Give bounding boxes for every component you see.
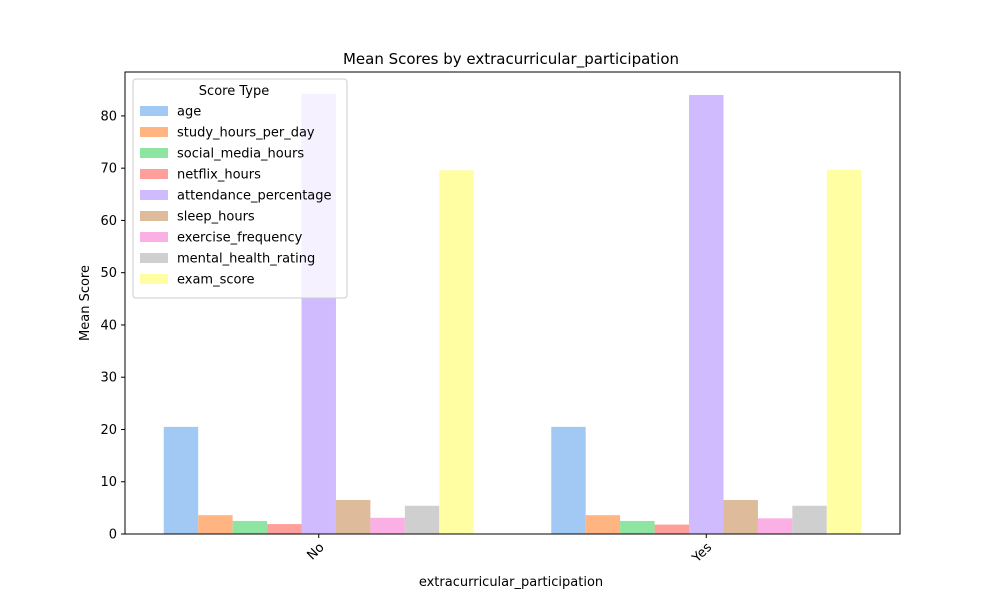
legend: Score Type age study_hours_per_day social_m… [132,78,348,299]
x-tick-label-yes: Yes [689,540,715,566]
legend-label-exercise_frequency: exercise_frequency [177,231,303,246]
x-tick-label-no: No [304,540,327,563]
legend-label-exam_score: exam_score [177,273,255,288]
legend-swatch-study_hours_per_day [140,127,168,137]
legend-label-sleep_hours: sleep_hours [177,210,255,225]
legend-label-age: age [177,105,201,120]
y-tick-label: 30 [100,371,117,386]
legend-swatch-age [140,106,168,116]
legend-swatch-mental_health_rating [140,253,168,263]
legend-swatch-social_media_hours [140,148,168,158]
bar-exam_score-yes [826,169,862,534]
legend-swatch-exam_score [140,274,168,284]
y-tick-label: 10 [100,475,117,490]
bar-sleep_hours-yes [723,500,758,534]
legend-swatch-attendance_percentage [140,190,168,200]
y-tick-label: 60 [100,214,117,229]
legend-label-study_hours_per_day: study_hours_per_day [177,126,315,141]
legend-label-attendance_percentage: attendance_percentage [177,189,332,204]
bar-attendance_percentage-yes [689,94,724,534]
y-tick-label: 70 [100,162,117,177]
y-tick-label: 0 [109,528,117,543]
bar-netflix_hours-no [267,524,302,534]
bar-study_hours_per_day-no [198,515,233,534]
bar-age-no [163,426,199,534]
bar-mental_health_rating-yes [792,505,827,534]
y-tick-label: 20 [100,423,117,438]
legend-box [132,78,348,299]
plot-frame [124,71,901,535]
legend-label-mental_health_rating: mental_health_rating [177,252,315,267]
chart-title: Mean Scores by extracurricular_participa… [343,50,679,69]
legend-label-netflix_hours: netflix_hours [177,168,261,183]
bar-social_media_hours-no [232,520,268,534]
y-tick-label: 80 [100,109,117,124]
bar-sleep_hours-no [335,500,371,534]
bar-exam_score-no [439,170,474,534]
legend-swatch-sleep_hours [140,211,168,221]
bar-exercise_frequency-no [370,517,405,534]
bar-study_hours_per_day-yes [585,515,621,534]
bar-exercise_frequency-yes [757,518,793,534]
x-axis-label: extracurricular_participation [419,575,603,590]
legend-swatch-exercise_frequency [140,232,168,242]
legend-title: Score Type [199,84,269,99]
y-axis-label: Mean Score [78,265,93,341]
y-tick-label: 40 [100,318,117,333]
bar-age-yes [551,426,586,534]
bar-mental_health_rating-no [404,505,440,534]
bar-social_media_hours-yes [620,520,655,534]
legend-swatch-netflix_hours [140,169,168,179]
y-tick-label: 50 [100,266,117,281]
bar-netflix_hours-yes [654,524,690,534]
legend-label-social_media_hours: social_media_hours [177,147,304,162]
